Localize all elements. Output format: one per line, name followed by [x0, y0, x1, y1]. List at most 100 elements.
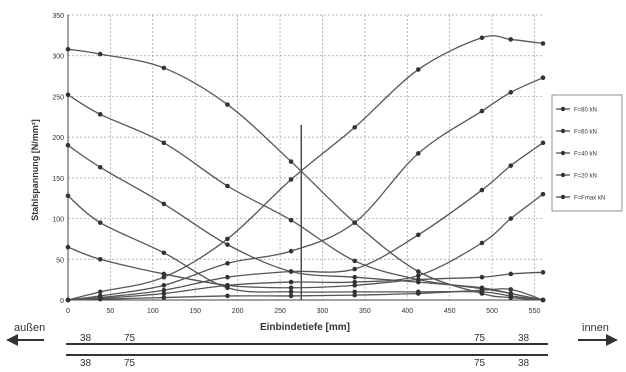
series-line-5 — [67, 35, 544, 301]
series-1-point — [97, 112, 103, 117]
series-6-point — [225, 261, 230, 266]
bar-diagram: außen innen 38 75 75 38 38 75 75 38 — [6, 322, 618, 369]
series-5-point — [161, 274, 167, 280]
series-7-point — [288, 269, 294, 274]
series-7-point — [161, 287, 167, 293]
series-1-point — [161, 140, 167, 146]
series-7-point — [225, 274, 230, 280]
dim-top-1: 38 — [80, 333, 92, 344]
series-2-point — [97, 164, 103, 170]
series-2-point — [225, 242, 230, 247]
legend-swatch-marker — [560, 172, 566, 178]
series-6-point — [540, 75, 546, 80]
series-4-point — [161, 271, 167, 277]
series-0-point — [416, 269, 421, 274]
series-9-point — [288, 293, 294, 299]
series-1-point — [225, 183, 230, 189]
dim-top-3: 75 — [474, 333, 486, 344]
series-line-6 — [67, 77, 544, 301]
series-9-point — [416, 291, 421, 296]
series-line-4 — [67, 246, 544, 289]
series-0-point — [288, 159, 294, 164]
series-9-point — [161, 295, 167, 300]
dim-bottom-1: 38 — [80, 358, 92, 367]
y-tick-label: 100 — [52, 217, 64, 224]
legend-swatch-marker — [560, 128, 566, 134]
legend-entry-label: F=Fmax kN — [574, 196, 605, 202]
series-8-point — [540, 191, 546, 197]
y-tick-label: 50 — [56, 257, 64, 264]
legend-entry-label: F=40 kN — [574, 152, 597, 158]
arrow-left-icon — [6, 334, 18, 346]
series-0-point — [65, 46, 71, 52]
series-5-point — [508, 37, 514, 42]
y-axis-title: Stahlspannung [N/mm²] — [30, 119, 40, 221]
series-8-point — [225, 283, 230, 288]
series-5-point — [416, 67, 421, 72]
series-4-point — [508, 271, 514, 277]
y-tick-label: 150 — [52, 176, 64, 183]
series-7-point — [540, 140, 546, 146]
series-3-point — [352, 289, 357, 295]
series-4-point — [416, 277, 421, 282]
series-5-point — [540, 41, 546, 46]
series-4-point — [288, 285, 294, 291]
series-4-point — [65, 244, 71, 250]
series-2-point — [161, 201, 167, 207]
dim-bottom-4: 38 — [518, 358, 530, 367]
series-7-point — [416, 232, 421, 238]
series-line-8 — [67, 193, 544, 301]
series-layer — [65, 35, 546, 303]
series-line-3 — [67, 195, 544, 301]
dim-bottom-3: 75 — [474, 358, 486, 367]
series-9-point — [225, 293, 230, 299]
legend-swatch-marker — [560, 106, 566, 112]
series-9-point — [540, 297, 546, 303]
x-tick-label: 150 — [189, 308, 201, 315]
x-tick-label: 0 — [66, 308, 70, 315]
series-8-point — [161, 291, 167, 296]
series-line-1 — [67, 94, 544, 301]
series-4-point — [479, 274, 485, 280]
series-7-point — [352, 266, 357, 272]
y-tick-label: 300 — [52, 54, 64, 61]
series-5-point — [288, 177, 294, 182]
series-8-point — [508, 216, 514, 221]
x-tick-label: 450 — [444, 308, 456, 315]
y-tick-label: 200 — [52, 135, 64, 142]
series-5-point — [352, 125, 357, 130]
series-3-point — [288, 289, 294, 295]
series-6-point — [416, 151, 421, 156]
dim-bottom-2: 75 — [124, 358, 136, 367]
arrow-right-icon — [606, 334, 618, 346]
series-line-0 — [67, 48, 544, 301]
grid-layer — [67, 14, 543, 301]
y-tick-label: 250 — [52, 94, 64, 101]
series-8-point — [479, 240, 485, 246]
x-tick-label: 250 — [274, 308, 286, 315]
series-7-point — [508, 163, 514, 168]
series-5-point — [97, 289, 103, 295]
series-3-point — [508, 293, 514, 299]
label-aussen: außen — [14, 322, 45, 334]
series-9-point — [97, 296, 103, 302]
legend-entry-label: F=20 kN — [574, 174, 597, 180]
series-3-point — [97, 220, 103, 225]
series-8-point — [288, 279, 294, 285]
series-5-point — [225, 236, 230, 242]
series-1-point — [65, 92, 71, 98]
series-2-point — [352, 274, 357, 280]
axis-layer: 0 50 100 150 200 250 300 350 400 450 500 550 0 50 100 1… — [52, 13, 543, 315]
series-8-point — [352, 279, 357, 285]
series-6-point — [161, 283, 167, 288]
series-0-point — [225, 102, 230, 107]
series-3-point — [161, 250, 167, 256]
series-6-point — [288, 248, 294, 254]
series-6-point — [352, 220, 357, 225]
series-2-point — [65, 142, 71, 148]
x-tick-label: 50 — [107, 308, 115, 315]
legend-swatch-marker — [560, 150, 566, 156]
series-line-2 — [67, 144, 544, 301]
